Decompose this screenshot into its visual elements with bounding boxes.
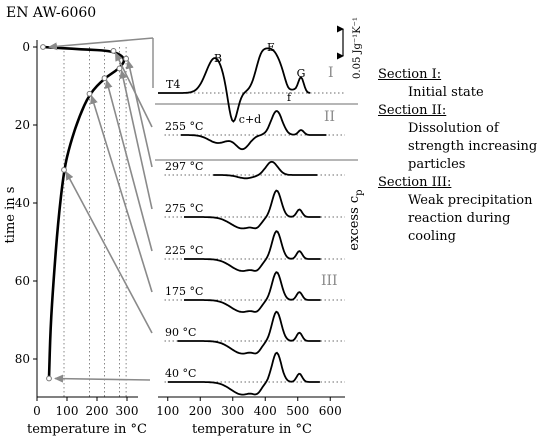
- dsc-curve-1: [180, 110, 327, 151]
- right-x-axis-label: temperature in °C: [192, 422, 312, 437]
- left-plot: 0 100 200 300 0 20 40 60 80 temperature in °C t…: [3, 40, 147, 437]
- left-x-tick-label-1: 100: [56, 404, 79, 418]
- arrow-3: [119, 69, 153, 210]
- curve-labels: T4 255 °C 297 °C 275 °C 225 °C 175 °C 90 °C 40 …: [165, 78, 203, 380]
- marked-point-2: [123, 55, 129, 62]
- section-label-2: II: [324, 109, 335, 125]
- arrow-7: [54, 374, 151, 383]
- section-legend: Section I: Initial state Section II: Dis…: [378, 66, 550, 246]
- left-y-tick-label-1: 20: [15, 118, 30, 132]
- legend-section-1-title: Section I:: [378, 67, 442, 82]
- left-y-tick-label-0: 0: [22, 40, 30, 54]
- curve-label-1: 255 °C: [165, 120, 203, 133]
- dsc-curve-3: [184, 189, 321, 230]
- section-label-1: I: [328, 65, 334, 81]
- curve-label-4: 225 °C: [165, 244, 203, 257]
- peak-label-f: f: [287, 91, 292, 104]
- left-x-ticks: 0 100 200 300: [33, 397, 138, 418]
- left-y-tick-label-2: 40: [15, 196, 30, 210]
- arrow-t4: [48, 37, 154, 51]
- curve-label-6: 90 °C: [165, 326, 196, 339]
- left-vertical-guides: [63, 47, 127, 397]
- left-y-tick-label-3: 60: [15, 274, 30, 288]
- legend-section-3-description: Weak precipitation reaction during cooli…: [408, 193, 533, 244]
- connection-arrows: [48, 37, 154, 383]
- right-x-tick-label-1: 200: [189, 404, 212, 418]
- dsc-curve-2: [213, 160, 318, 180]
- right-x-ticks: 100 200 300 400 500 600: [156, 397, 342, 418]
- marked-point-3: [116, 65, 123, 72]
- dsc-curves: [158, 47, 327, 396]
- left-y-tick-label-4: 80: [15, 352, 30, 366]
- curve-label-7: 40 °C: [165, 367, 196, 380]
- right-x-tick-label-3: 400: [254, 404, 277, 418]
- curve-label-5: 175 °C: [165, 285, 203, 298]
- legend-section-2-title: Section II:: [378, 103, 447, 118]
- arrow-6: [65, 170, 153, 334]
- figure-title: EN AW-6060: [6, 5, 96, 21]
- legend-section-2-description: Dissolution of strength increasing parti…: [408, 121, 538, 172]
- marked-point-0: [40, 44, 46, 50]
- left-marked-points: [40, 44, 129, 382]
- left-y-ticks: 0 20 40 60 80: [15, 40, 37, 366]
- right-plot: 100 200 300 400 500 600 T4 255 °C 297 °C 275 °C 2…: [155, 17, 365, 437]
- left-x-tick-label-2: 200: [86, 404, 109, 418]
- left-x-tick-label-0: 0: [33, 404, 41, 418]
- arrow-2: [125, 59, 153, 168]
- peak-label-g: G: [297, 67, 306, 80]
- cooling-curve: [42, 45, 126, 379]
- right-x-tick-label-5: 600: [319, 404, 342, 418]
- arrow-5: [90, 94, 153, 293]
- legend-section-1-description: Initial state: [408, 85, 484, 100]
- peak-label-e: E: [267, 41, 275, 54]
- right-x-tick-label-4: 500: [286, 404, 309, 418]
- curve-baselines: [158, 92, 345, 383]
- section-label-3: III: [321, 273, 338, 289]
- curve-label-2: 297 °C: [165, 160, 203, 173]
- scale-bar-label: 0.05 Jg⁻¹K⁻¹: [352, 17, 363, 79]
- marked-point-4: [101, 75, 108, 82]
- curve-label-0: T4: [166, 78, 180, 91]
- right-y-axis-label: excess cp: [347, 189, 365, 250]
- left-x-tick-label-3: 300: [116, 404, 139, 418]
- marked-point-5: [86, 90, 93, 97]
- right-x-tick-label-2: 300: [221, 404, 244, 418]
- marked-point-6: [61, 166, 67, 173]
- marked-point-7: [46, 375, 52, 382]
- peak-label-cd: c+d: [239, 113, 261, 126]
- dsc-curve-5: [184, 271, 321, 313]
- dsc-curve-4: [184, 230, 321, 272]
- peak-label-b: B: [214, 52, 222, 65]
- arrow-4: [104, 79, 153, 252]
- curve-label-3: 275 °C: [165, 202, 203, 215]
- legend-section-3-title: Section III:: [378, 175, 452, 190]
- dsc-curve-6: [177, 310, 321, 355]
- left-x-axis-label: temperature in °C: [27, 422, 147, 437]
- right-x-tick-label-0: 100: [156, 404, 179, 418]
- arrow-1: [114, 52, 153, 128]
- marked-point-1: [110, 48, 117, 54]
- dsc-curve-7: [167, 351, 320, 396]
- dsc-curve-0: [158, 47, 311, 123]
- left-y-axis-label: time in s: [3, 187, 18, 244]
